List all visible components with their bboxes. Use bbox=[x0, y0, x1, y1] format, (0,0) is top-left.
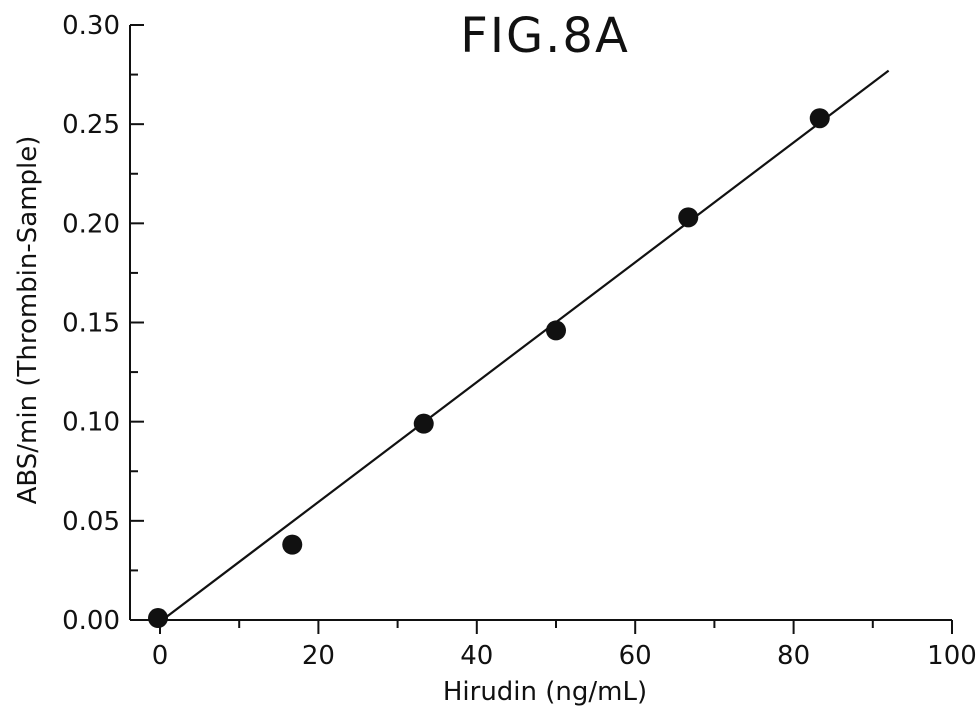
data-point bbox=[282, 534, 303, 555]
x-tick-label: 60 bbox=[619, 641, 652, 671]
axes: 0.00 0.05 0.10 0.15 0.20 0.25 0.30 0 20 40 60 80 100 bbox=[62, 11, 977, 671]
data-points bbox=[148, 108, 830, 629]
y-tick-label: 0.00 bbox=[62, 606, 120, 636]
x-tick-label: 40 bbox=[460, 641, 493, 671]
x-tick-label: 80 bbox=[777, 641, 810, 671]
y-tick-label: 0.25 bbox=[62, 110, 120, 140]
x-axis-label: Hirudin (ng/mL) bbox=[443, 677, 647, 707]
y-tick-label: 0.05 bbox=[62, 507, 120, 537]
chart-title: FIG.8A bbox=[460, 8, 630, 64]
y-axis-label: ABS/min (Thrombin-Sample) bbox=[13, 136, 43, 505]
y-tick-label: 0.15 bbox=[62, 309, 120, 339]
x-tick-label: 0 bbox=[152, 641, 169, 671]
data-point bbox=[413, 413, 434, 434]
x-tick-label: 100 bbox=[927, 641, 977, 671]
data-point bbox=[148, 608, 168, 629]
data-point bbox=[809, 108, 830, 129]
y-tick-label: 0.30 bbox=[62, 11, 120, 41]
x-tick-label: 20 bbox=[302, 641, 335, 671]
fit-line-group bbox=[161, 69, 890, 621]
regression-line bbox=[161, 69, 890, 621]
y-tick-label: 0.10 bbox=[62, 408, 120, 438]
data-point bbox=[546, 320, 566, 341]
y-tick-label: 0.20 bbox=[62, 209, 120, 239]
data-point bbox=[678, 207, 699, 228]
